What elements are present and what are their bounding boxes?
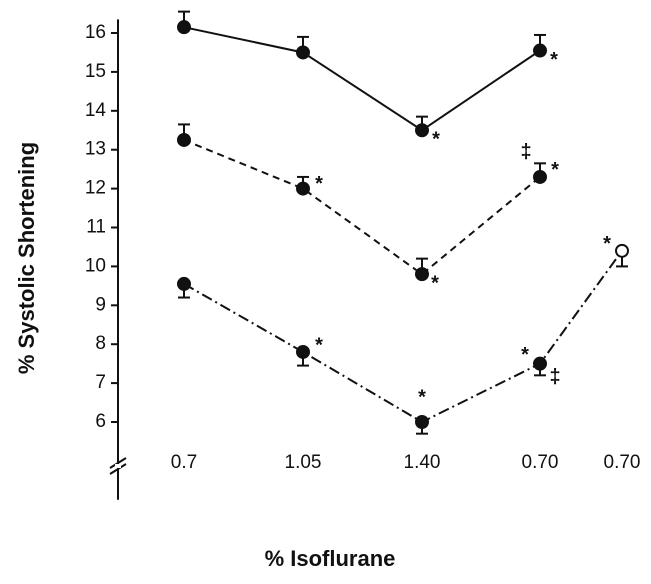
x-tick-label: 1.05 [285,452,322,473]
y-tick-label: 8 [95,333,106,354]
data-point [533,169,547,184]
x-tick-label: 0.70 [604,452,641,473]
point-annotation: * [551,159,559,181]
data-point [415,123,429,138]
point-annotation: * [432,129,440,151]
data-point [533,43,547,58]
data-point [296,45,310,60]
y-tick-label: 16 [85,22,106,43]
series-line [183,26,541,132]
y-tick-label: 15 [85,61,106,82]
data-point [296,344,310,359]
data-point [177,20,191,35]
data-point [415,415,429,430]
y-tick-label: 9 [95,294,106,315]
y-axis-label: % Systolic Shortening [14,142,39,374]
data-point [177,132,191,147]
point-annotation: * [521,344,529,366]
x-axis-label: % Isoflurane [265,546,396,571]
y-tick-label: 11 [86,217,106,238]
x-tick-label: 0.7 [171,452,197,473]
series-line [183,139,541,276]
data-point [296,181,310,196]
data-point [415,267,429,282]
data-point [177,276,191,291]
y-tick-label: 7 [95,372,106,393]
point-annotation: * [315,173,323,195]
axis-break [109,463,127,475]
point-annotation: * [418,386,426,408]
series-line [183,250,623,424]
data-point [615,243,629,258]
y-tick-label: 10 [85,255,106,276]
point-annotation: * [315,334,323,356]
y-tick-label: 6 [95,411,106,432]
point-annotation: ‡ [520,141,531,163]
point-annotation: * [431,272,439,294]
axis-break [109,457,127,469]
y-tick-label: 13 [85,139,106,160]
x-tick-label: 1.40 [404,452,441,473]
point-annotation: * [603,233,611,255]
x-tick-label: 0.70 [522,452,559,473]
axis-break-gap [115,464,121,468]
data-point [533,356,547,371]
point-annotation: * [550,49,558,71]
y-tick-label: 12 [85,178,106,199]
point-annotation: ‡ [549,366,560,388]
y-tick-label: 14 [85,100,107,121]
